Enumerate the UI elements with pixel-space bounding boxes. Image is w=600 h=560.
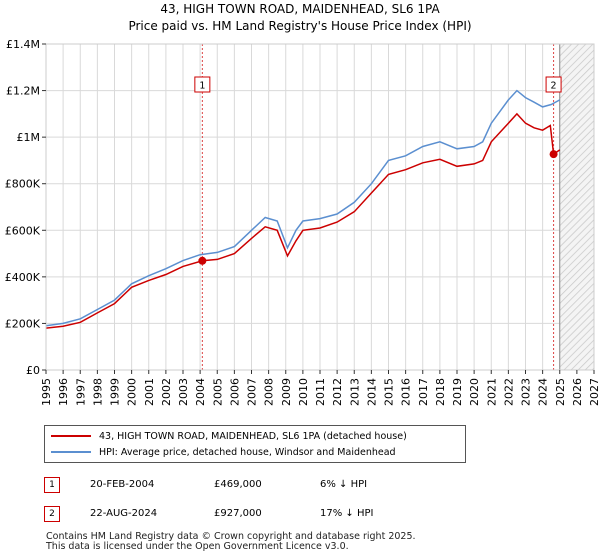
- legend-item-price: 43, HIGH TOWN ROAD, MAIDENHEAD, SL6 1PA …: [51, 429, 407, 443]
- x-tick-label: 2005: [211, 378, 224, 406]
- transaction-badge: 1: [44, 477, 60, 493]
- hpi-series-line: [45, 89, 561, 327]
- transaction-marker-label: 1: [199, 81, 205, 92]
- transaction-hpi-diff: 6% ↓ HPI: [320, 479, 368, 490]
- footer-copyright: Contains HM Land Registry data © Crown c…: [46, 531, 416, 542]
- y-tick-label: £1.4M: [6, 38, 40, 51]
- x-tick-label: 2014: [365, 378, 378, 406]
- price-chart: 1 2 £0 £200K £400K £600K £800K £1M £1.2M £1.4M 1…: [5, 38, 600, 406]
- transaction-marker-box: [545, 76, 562, 93]
- x-tick-label: 1995: [40, 378, 53, 406]
- y-tick-label: £0: [26, 364, 40, 377]
- transaction-point: [549, 150, 558, 159]
- y-tick-label: £200K: [5, 317, 41, 330]
- legend-item-hpi: HPI: Average price, detached house, Wind…: [51, 445, 396, 459]
- transaction-price: £927,000: [214, 508, 262, 519]
- x-tick-label: 2008: [263, 378, 276, 406]
- x-tick-label: 2003: [177, 378, 190, 406]
- legend-swatch-hpi: [51, 451, 91, 453]
- x-tick-label: 2011: [314, 378, 327, 406]
- x-tick-label: 2015: [383, 378, 396, 406]
- legend-label-price: 43, HIGH TOWN ROAD, MAIDENHEAD, SL6 1PA …: [99, 430, 407, 442]
- x-tick-label: 2016: [400, 378, 413, 406]
- legend: 43, HIGH TOWN ROAD, MAIDENHEAD, SL6 1PA …: [44, 425, 466, 463]
- x-tick-label: 2024: [537, 378, 550, 406]
- x-tick-label: 2002: [160, 378, 173, 406]
- chart-title-line2: Price paid vs. HM Land Registry's House …: [128, 19, 472, 33]
- x-tick-label: 2018: [434, 378, 447, 406]
- y-tick-label: £600K: [5, 224, 41, 237]
- legend-label-hpi: HPI: Average price, detached house, Wind…: [99, 446, 396, 458]
- x-tick-label: 2007: [246, 378, 259, 406]
- x-tick-label: 2021: [485, 378, 498, 406]
- transaction-date: 20-FEB-2004: [90, 479, 155, 490]
- y-tick-label: £1.2M: [6, 85, 40, 98]
- transaction-price: £469,000: [214, 479, 262, 490]
- x-tick-label: 2017: [417, 378, 430, 406]
- x-tick-label: 2004: [194, 378, 207, 406]
- transaction-hpi-diff: 17% ↓ HPI: [320, 508, 374, 519]
- x-tick-label: 2019: [451, 378, 464, 406]
- x-tick-label: 2001: [143, 378, 156, 406]
- x-tick-label: 2020: [468, 378, 481, 406]
- x-tick-label: 2013: [348, 378, 361, 406]
- x-tick-label: 2023: [520, 378, 533, 406]
- transaction-badge: 2: [44, 506, 60, 522]
- transaction-point: [198, 256, 207, 265]
- x-tick-label: 2010: [297, 378, 310, 406]
- x-tick-label: 1999: [109, 378, 122, 406]
- transaction-date: 22-AUG-2024: [90, 508, 158, 519]
- x-tick-label: 2006: [228, 378, 241, 406]
- price-paid-series-line: [45, 112, 561, 329]
- transaction-marker-box: [194, 76, 211, 93]
- x-tick-label: 1996: [57, 378, 70, 406]
- x-tick-label: 2026: [571, 378, 584, 406]
- x-tick-label: 2009: [280, 378, 293, 406]
- x-tick-label: 1997: [74, 378, 87, 406]
- legend-swatch-price: [51, 435, 91, 437]
- chart-title-line1: 43, HIGH TOWN ROAD, MAIDENHEAD, SL6 1PA: [160, 2, 440, 16]
- y-tick-label: £1M: [17, 131, 41, 144]
- footer-licence: This data is licensed under the Open Gov…: [46, 541, 349, 552]
- x-tick-label: 2022: [502, 378, 515, 406]
- x-tick-label: 2025: [554, 378, 567, 406]
- x-tick-label: 1998: [91, 378, 104, 406]
- y-tick-label: £400K: [5, 271, 41, 284]
- x-tick-label: 2000: [126, 378, 139, 406]
- forecast-hatched-area: [559, 44, 594, 370]
- transaction-marker-label: 2: [551, 81, 557, 92]
- y-tick-label: £800K: [5, 178, 41, 191]
- footer: Contains HM Land Registry data © Crown c…: [46, 532, 416, 552]
- x-tick-label: 2027: [588, 378, 600, 406]
- x-tick-label: 2012: [331, 378, 344, 406]
